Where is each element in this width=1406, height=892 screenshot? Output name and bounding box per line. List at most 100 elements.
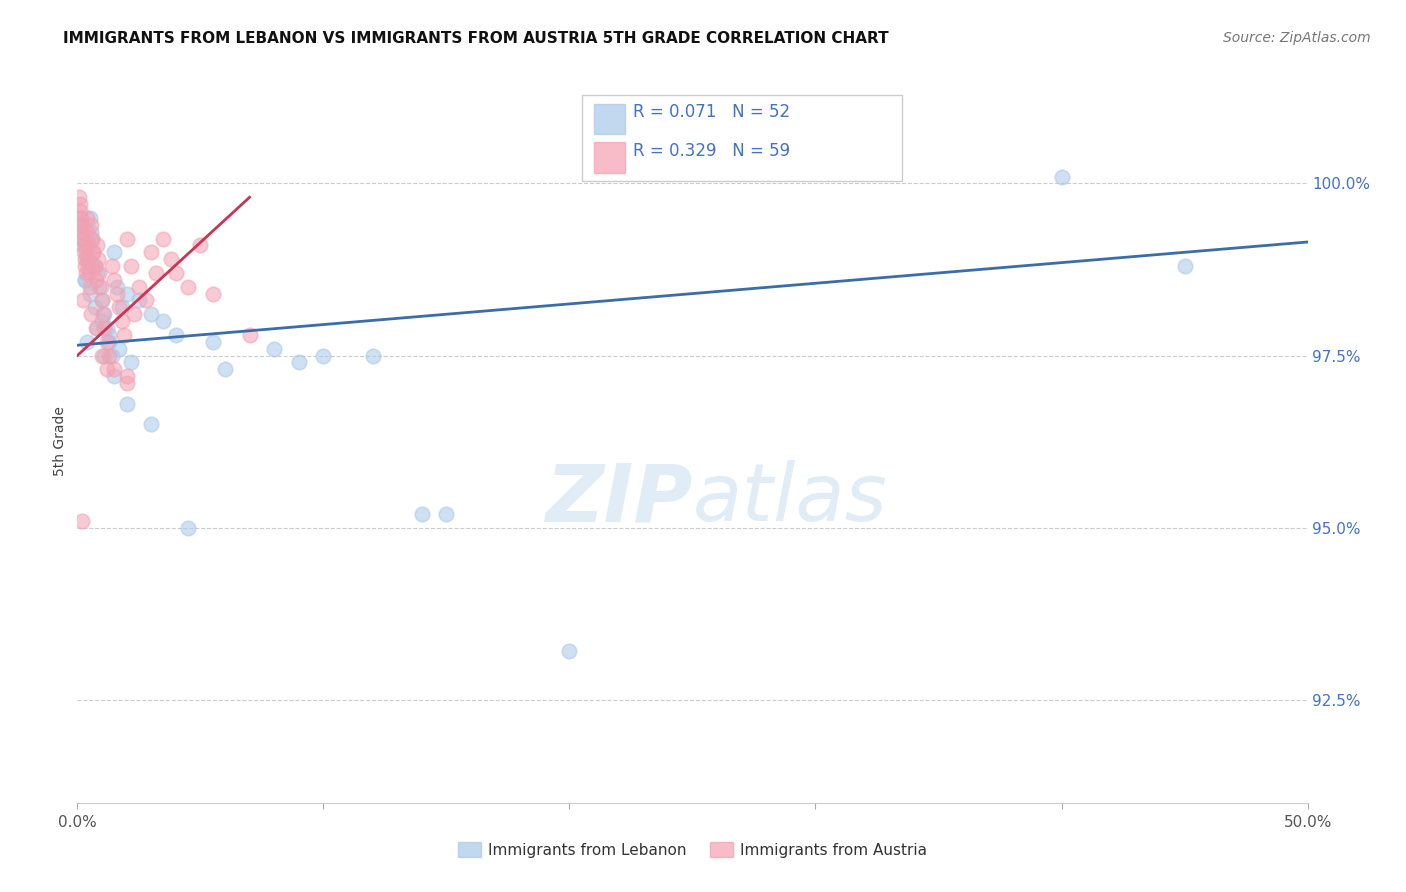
Text: IMMIGRANTS FROM LEBANON VS IMMIGRANTS FROM AUSTRIA 5TH GRADE CORRELATION CHART: IMMIGRANTS FROM LEBANON VS IMMIGRANTS FR… <box>63 31 889 46</box>
Point <box>558 644 581 658</box>
Point <box>82 245 104 260</box>
Point <box>436 507 458 521</box>
Point <box>103 273 125 287</box>
Point <box>79 211 101 225</box>
Point <box>87 252 110 267</box>
Point <box>83 259 105 273</box>
Point <box>80 218 103 232</box>
Point <box>98 334 121 349</box>
Point <box>79 279 101 293</box>
Point <box>115 376 138 390</box>
Point <box>96 321 118 335</box>
Point <box>361 349 384 363</box>
Point <box>93 307 115 321</box>
Point <box>75 259 97 273</box>
Point <box>69 211 91 225</box>
Point <box>82 231 104 245</box>
Point <box>1050 169 1073 184</box>
Point <box>98 327 121 342</box>
Point <box>160 252 183 267</box>
Point <box>288 355 311 369</box>
Point <box>411 507 433 521</box>
Point <box>73 238 96 252</box>
Point <box>115 286 138 301</box>
Point <box>69 204 91 219</box>
Point <box>76 211 98 225</box>
Point <box>77 266 100 280</box>
Point <box>73 273 96 287</box>
Legend: Immigrants from Lebanon, Immigrants from Austria: Immigrants from Lebanon, Immigrants from… <box>451 836 934 863</box>
Point <box>90 349 114 363</box>
Bar <box>595 104 624 135</box>
Point <box>82 231 104 245</box>
Point <box>72 231 94 245</box>
Point <box>76 238 98 252</box>
Point <box>80 225 103 239</box>
Point <box>67 190 90 204</box>
Text: atlas: atlas <box>693 460 887 539</box>
Point <box>72 238 94 252</box>
Text: ZIP: ZIP <box>546 460 693 539</box>
Y-axis label: 5th Grade: 5th Grade <box>53 407 67 476</box>
Point <box>121 355 143 369</box>
Point <box>96 334 118 349</box>
Point <box>152 231 174 245</box>
Point <box>83 301 105 315</box>
Point <box>82 245 104 260</box>
Point <box>90 293 114 308</box>
Point <box>103 369 125 384</box>
Point <box>103 245 125 260</box>
Point <box>76 334 98 349</box>
Point <box>188 238 212 252</box>
Point <box>115 231 138 245</box>
Point <box>165 266 187 280</box>
Point <box>70 514 93 528</box>
Point <box>93 321 115 335</box>
Point <box>101 349 124 363</box>
Point <box>112 327 135 342</box>
Point <box>101 259 124 273</box>
Point <box>263 342 285 356</box>
Point <box>141 245 163 260</box>
Point <box>214 362 236 376</box>
Point <box>96 362 118 376</box>
Point <box>70 211 93 225</box>
Point <box>115 369 138 384</box>
Point <box>177 279 200 293</box>
Point <box>141 307 163 321</box>
Point <box>75 245 97 260</box>
Point <box>201 286 224 301</box>
Text: R = 0.071   N = 52: R = 0.071 N = 52 <box>634 103 790 121</box>
Point <box>91 307 114 321</box>
Point <box>135 293 157 308</box>
Point <box>152 314 174 328</box>
Point <box>105 286 128 301</box>
Point <box>165 327 187 342</box>
Point <box>73 273 96 287</box>
Point <box>84 273 107 287</box>
Point <box>76 225 98 239</box>
Point <box>73 252 96 267</box>
Point <box>90 293 114 308</box>
Point <box>98 349 121 363</box>
Point <box>73 245 96 260</box>
Point <box>83 259 105 273</box>
Point <box>177 520 200 534</box>
Point <box>111 314 132 328</box>
Point <box>82 259 104 273</box>
FancyBboxPatch shape <box>582 95 901 181</box>
Point <box>84 321 107 335</box>
Point <box>89 266 111 280</box>
Point <box>70 225 93 239</box>
Point <box>145 266 167 280</box>
Point <box>86 266 108 280</box>
Point <box>111 301 132 315</box>
Point <box>77 259 100 273</box>
Point <box>128 279 150 293</box>
Point <box>89 279 111 293</box>
Point <box>79 286 101 301</box>
Point <box>105 279 128 293</box>
Point <box>90 314 114 328</box>
Point <box>239 327 262 342</box>
Point <box>103 362 125 376</box>
